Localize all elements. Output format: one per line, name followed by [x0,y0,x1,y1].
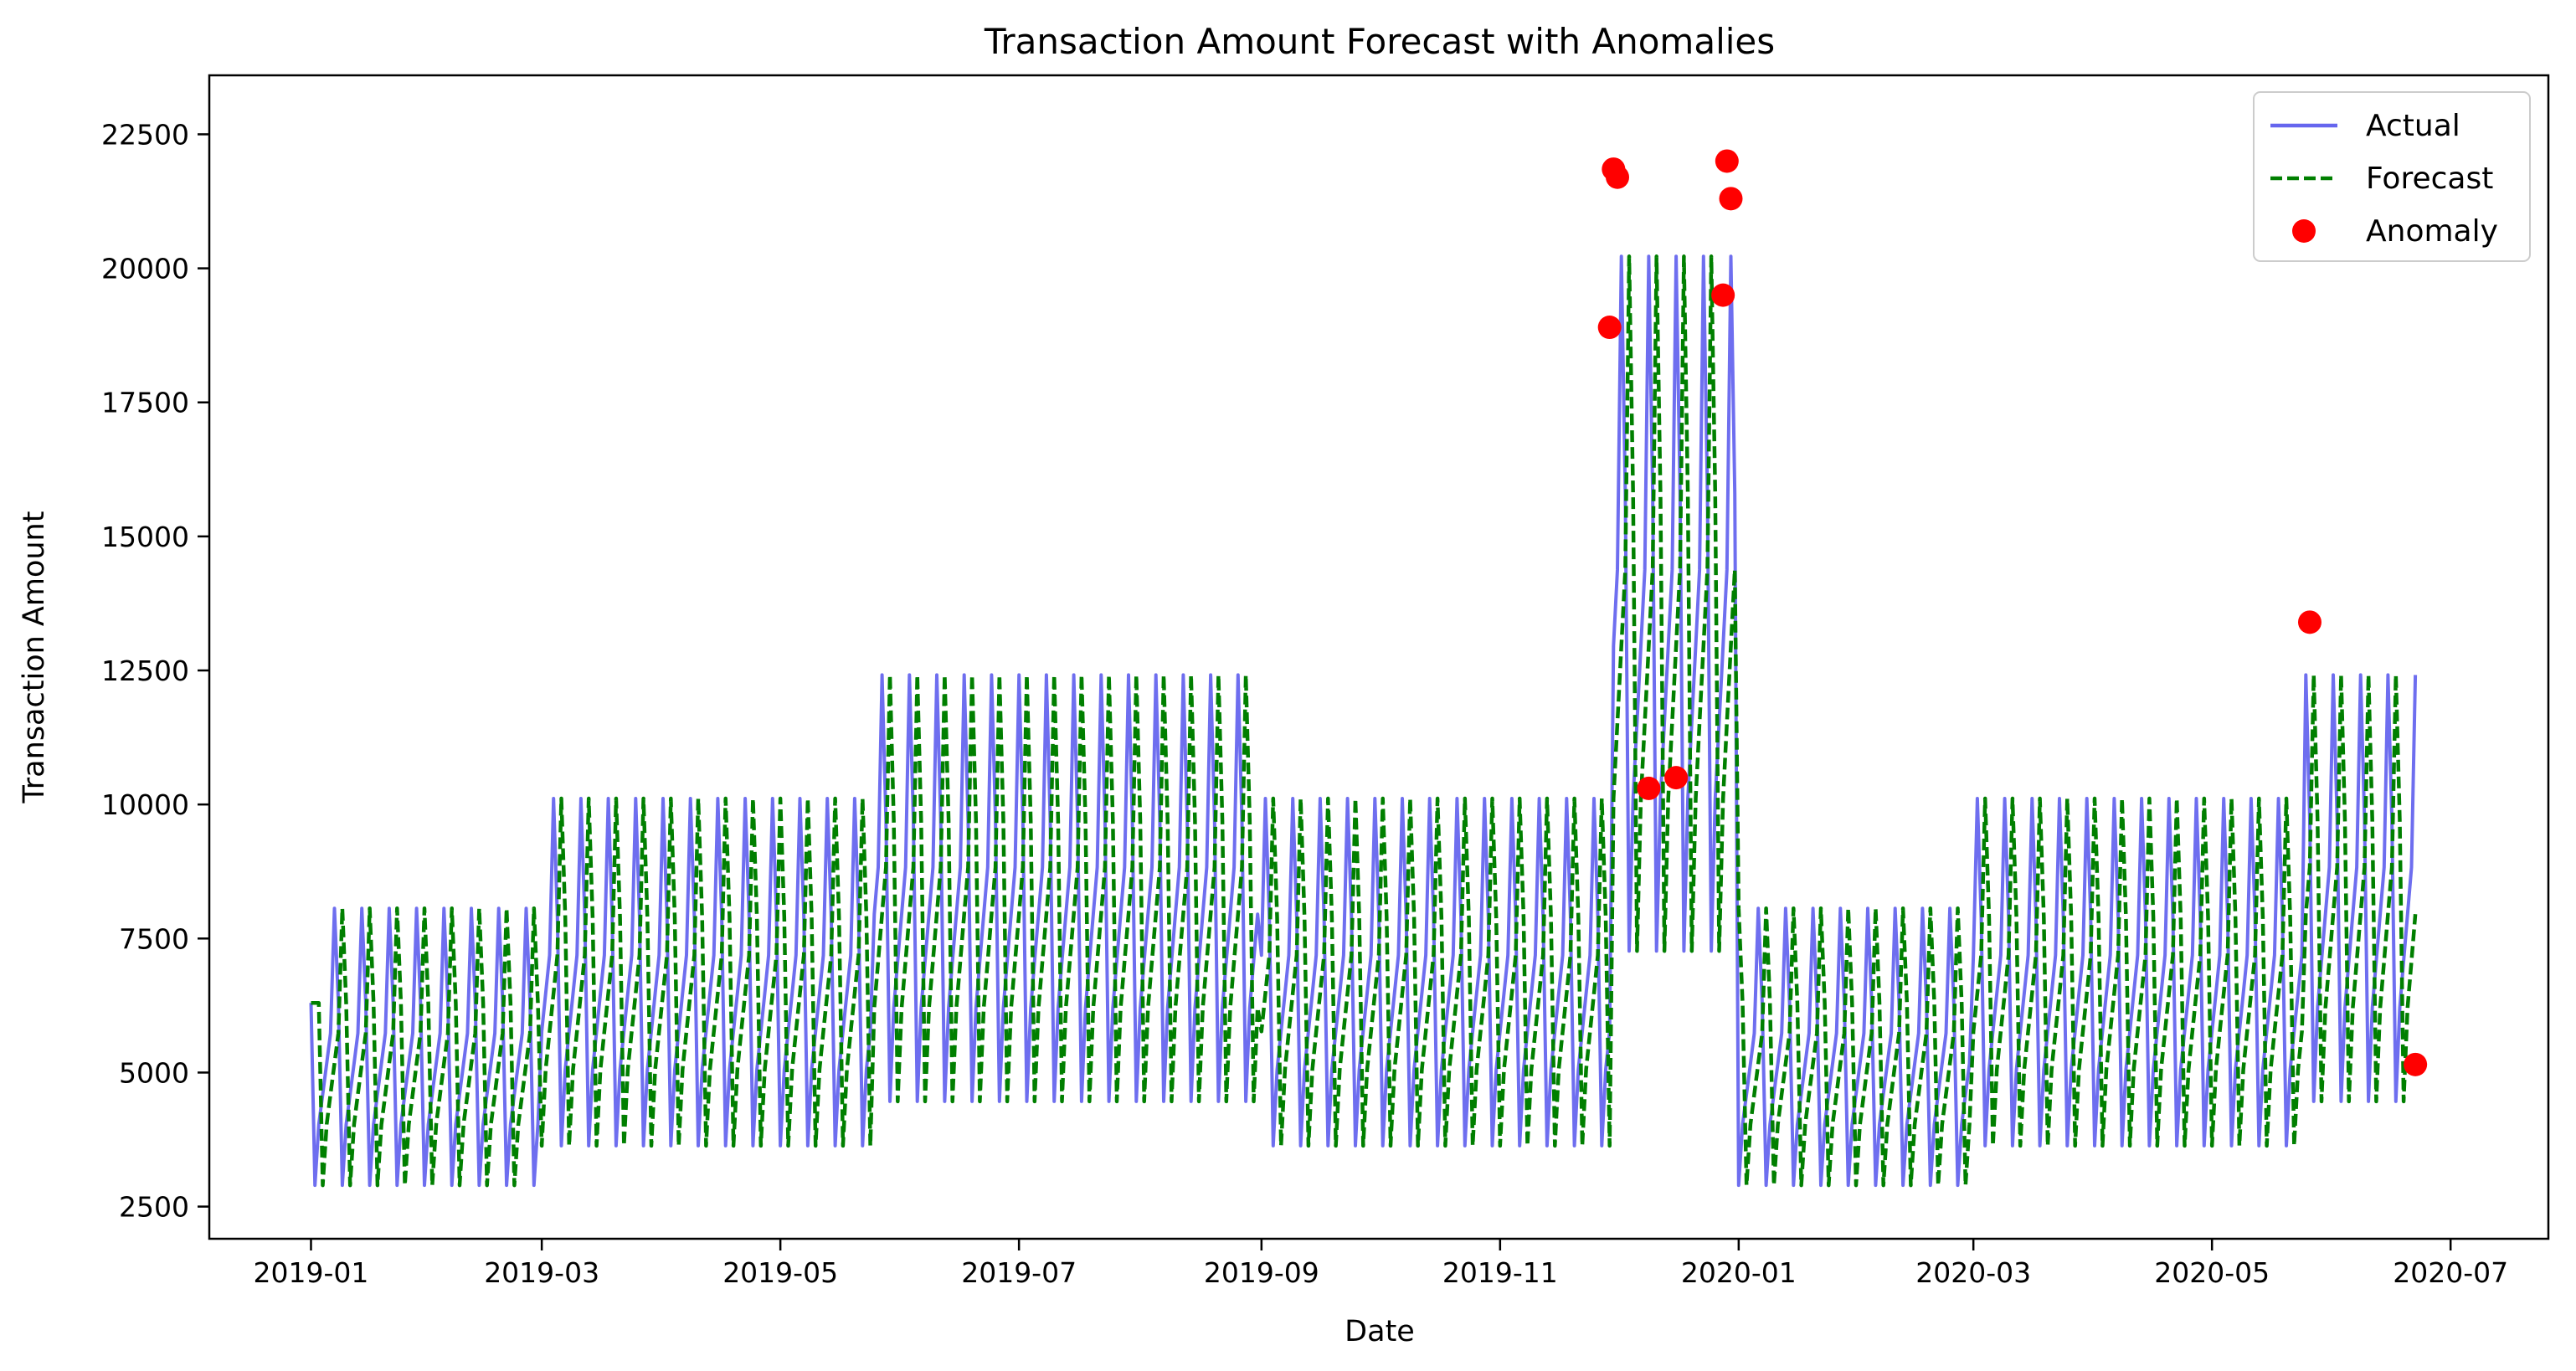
legend-label-forecast: Forecast [2366,162,2493,196]
x-axis-label: Date [1345,1315,1415,1348]
y-tick-label: 17500 [101,387,189,419]
legend-label-anomaly: Anomaly [2366,214,2498,249]
chart-title: Transaction Amount Forecast with Anomali… [984,21,1775,62]
anomaly-point [2297,610,2321,634]
legend-anomaly-marker [2292,219,2316,243]
series-actual-line [309,254,2418,1188]
y-tick-label: 12500 [101,655,189,687]
x-tick-label: 2020-01 [1681,1256,1797,1289]
series-forecast-line [311,254,2418,1188]
plot-frame [208,74,2550,1240]
series-layer [309,149,2428,1188]
legend: Actual Forecast Anomaly [2253,91,2531,262]
y-tick-label: 2500 [119,1191,189,1224]
y-tick-label: 15000 [101,521,189,553]
y-tick-label: 22500 [101,118,189,151]
x-tick-label: 2019-11 [1442,1256,1558,1289]
y-tick-label: 10000 [101,788,189,821]
anomaly-point [2404,1052,2428,1076]
anomaly-point [1664,766,1689,790]
anomaly-point [1711,283,1735,307]
legend-box [2253,91,2531,262]
x-tick-label: 2020-05 [2154,1256,2270,1289]
x-tick-label: 2019-05 [722,1256,838,1289]
x-axis: 2019-01 2019-03 2019-05 2019-07 2019-09 2019-… [254,1239,2508,1289]
x-tick-label: 2019-03 [484,1256,599,1289]
y-tick-label: 20000 [101,253,189,285]
anomaly-point [1637,776,1661,800]
y-tick-label: 7500 [119,922,189,955]
legend-label-actual: Actual [2366,109,2460,143]
y-tick-label: 5000 [119,1056,189,1089]
y-axis-label: Transaction Amount [18,511,51,804]
x-tick-label: 2019-09 [1204,1256,1319,1289]
anomaly-point [1715,149,1739,173]
x-tick-label: 2019-07 [961,1256,1077,1289]
x-tick-label: 2019-01 [254,1256,369,1289]
anomaly-point [1719,187,1743,211]
x-tick-label: 2020-07 [2393,1256,2508,1289]
x-tick-label: 2020-03 [1915,1256,2031,1289]
y-axis: 2500 5000 7500 10000 12500 15000 17500 20000 225… [101,118,209,1224]
anomaly-point [1606,165,1630,189]
anomaly-point [1597,316,1622,340]
